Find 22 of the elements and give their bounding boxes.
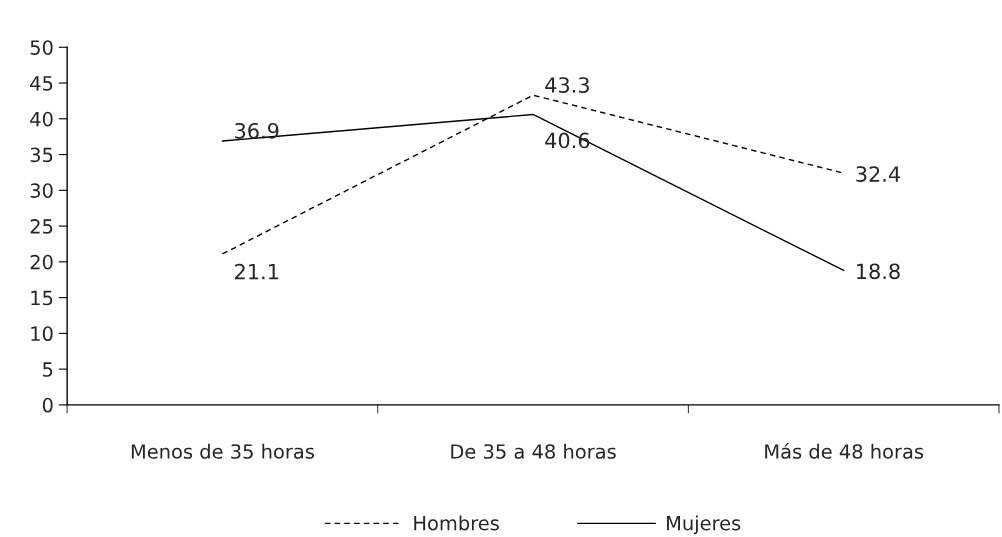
data-label: 40.6 [545, 132, 590, 149]
x-tick-label: Menos de 35 horas [131, 443, 314, 459]
y-tick-label: 10 [31, 326, 53, 342]
y-tick-label: 30 [30, 183, 53, 198]
y-tick-label: 40 [30, 111, 53, 127]
y-tick-label: 20 [30, 254, 53, 270]
y-tick-label: 50 [30, 40, 53, 55]
y-tick-label: 15 [31, 290, 53, 306]
data-label: 36.9 [235, 122, 279, 139]
y-tick-label: 35 [30, 147, 53, 163]
data-label: 43.3 [545, 77, 589, 93]
data-label: 21.1 [235, 263, 279, 280]
y-tick-label: 25 [30, 219, 53, 234]
y-tick-label: 45 [30, 76, 53, 91]
y-tick-label: 5 [43, 362, 53, 377]
x-tick-label: De 35 a 48 horas [451, 443, 616, 459]
y-tick-label: 0 [42, 397, 53, 413]
legend-label: Hombres [414, 515, 499, 531]
data-label: 32.4 [856, 166, 901, 182]
data-label: 18.8 [857, 263, 900, 280]
x-tick-label: Más de 48 horas [765, 443, 924, 459]
legend-label: Mujeres [667, 515, 741, 535]
